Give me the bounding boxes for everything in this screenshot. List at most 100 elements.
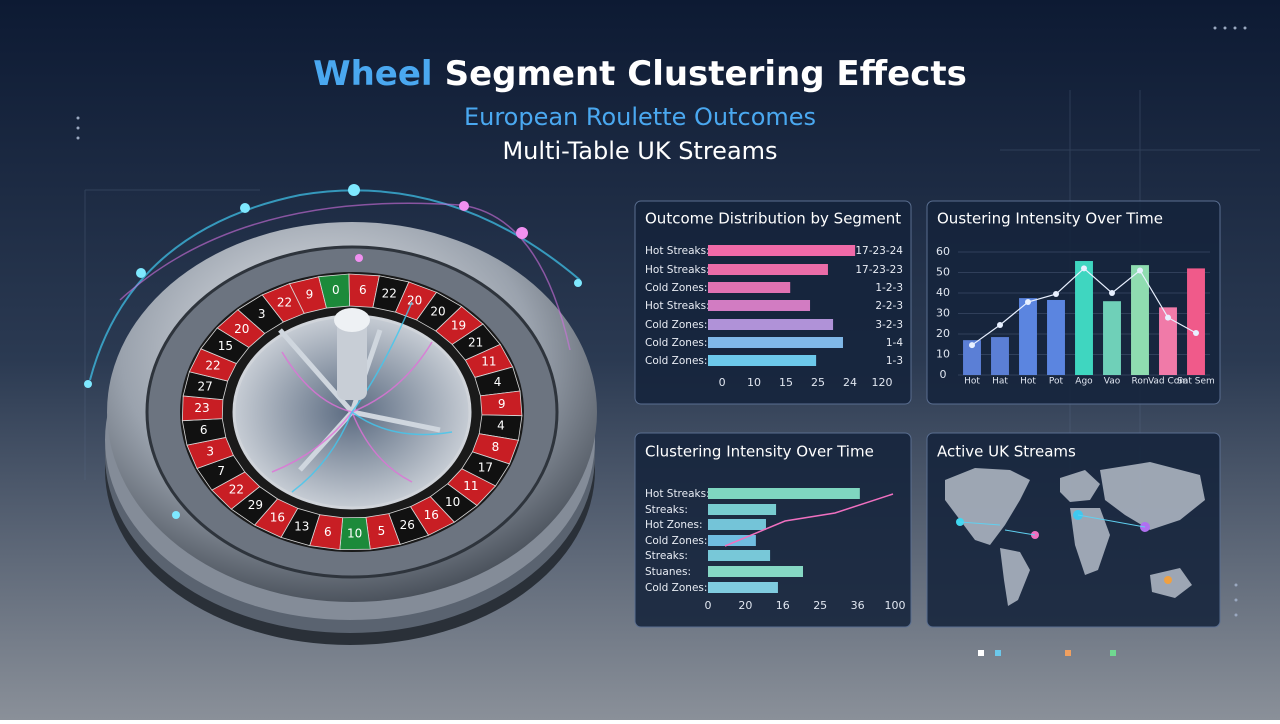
pocket-number: 22 [229,482,244,496]
pocket-number: 3 [206,444,214,458]
category-label: Hot Streaks: [645,264,710,276]
energy-lines [291,301,453,493]
category-label: Cold Zones: [645,582,707,594]
pocket-number: 6 [359,283,367,297]
pocket-number: 17 [478,460,493,474]
pocket-number: 8 [492,440,500,454]
wheel-spindle-top [334,308,370,332]
line-point [997,321,1003,328]
bar [708,300,811,311]
value-label: 17-23-24 [855,245,903,257]
value-label: 17-23-23 [855,264,903,276]
energy-lines [271,341,433,483]
bar [963,340,981,375]
trend-decoration [724,493,894,547]
pocket-number: 22 [205,359,220,373]
title-highlight: Wheel [313,54,432,94]
pocket-number: 6 [200,423,208,437]
bar [708,355,817,366]
x-tick-label: Ago [1075,377,1093,387]
chart-title: Clustering Intensity Over Time [645,443,874,461]
value-label: 1-4 [886,337,903,349]
panel [634,432,912,628]
pocket-number: 26 [400,518,415,532]
category-label: Hot Streaks: [645,300,710,312]
value-label: 3-2-3 [875,319,903,331]
glow-dots [355,201,528,262]
glow-arc [89,189,581,381]
x-tick-label: 120 [872,376,893,389]
pocket-number: 15 [218,339,233,353]
category-label: Cold Zones: [645,355,707,367]
pocket-number: 20 [407,294,422,308]
x-tick-label: Vao [1104,377,1121,387]
x-tick-label: 100 [885,599,906,612]
pocket-number: 7 [217,464,225,478]
pocket-number: 11 [481,355,496,369]
pocket-number: 5 [378,524,386,538]
bar [708,319,834,330]
value-label: 1-2-3 [875,282,903,294]
x-tick-label: Sat Sem [1177,377,1215,387]
x-tick-label: 25 [811,376,825,389]
pocket-number: 11 [463,479,478,493]
x-tick-label: Hat [992,377,1008,387]
category-label: Cold Zones: [645,337,707,349]
subtitle: European Roulette Outcomes [464,103,816,131]
bar [708,282,791,293]
pocket-number: 29 [248,498,263,512]
value-label: 1-3 [886,355,903,367]
map-title: Active UK Streams [937,443,1076,461]
line-point [1193,329,1199,336]
world-map [945,462,1205,606]
y-tick-label: 30 [936,307,950,320]
category-label: Cold Zones: [645,319,707,331]
y-tick-label: 0 [940,368,947,381]
pocket-number: 16 [424,508,439,522]
y-tick-label: 20 [936,327,950,340]
pocket-number: 6 [324,525,332,539]
line-point [969,342,975,349]
value-label: 2-2-3 [875,300,903,312]
category-label: Stuanes: [645,566,691,578]
pocket-number: 4 [494,375,502,389]
bar [991,337,1009,375]
bar [1047,299,1065,375]
chart-title: Oustering Intensity Over Time [937,210,1163,228]
chart-title: Outcome Distribution by Segment [645,210,901,228]
bar [708,337,843,348]
glow-dots [84,184,582,519]
line-point [1137,267,1143,274]
x-tick-label: Vad Com [1148,377,1188,387]
pocket-number: 3 [258,307,266,321]
pocket-number: 27 [198,379,213,393]
x-tick-label: 36 [851,599,865,612]
y-tick-label: 40 [936,286,950,299]
x-tick-label: 15 [779,376,793,389]
pocket-number: 9 [498,397,506,411]
x-tick-label: 24 [843,376,857,389]
bar [708,566,803,577]
category-label: Hot Streaks: [645,488,710,500]
x-tick-label: Ron [1131,377,1148,387]
x-tick-label: 25 [813,599,827,612]
bar [708,504,777,515]
category-label: Streaks: [645,504,688,516]
legend-decoration [978,650,1116,656]
pocket [261,283,305,323]
x-tick-label: Hot [964,377,980,387]
line-point [1109,290,1115,296]
x-tick-label: Pot [1049,377,1064,387]
bar [708,264,828,275]
pocket-number: 23 [194,401,209,415]
pocket-number: 10 [445,495,460,509]
y-tick-label: 50 [936,266,950,279]
pocket-number: 20 [430,305,445,319]
line-point [1053,291,1059,298]
wheel-spindle [337,310,367,400]
bar [1075,261,1093,375]
bar [708,582,778,593]
x-tick-label: 16 [776,599,790,612]
bar [1131,265,1149,375]
line-point [1025,299,1031,306]
